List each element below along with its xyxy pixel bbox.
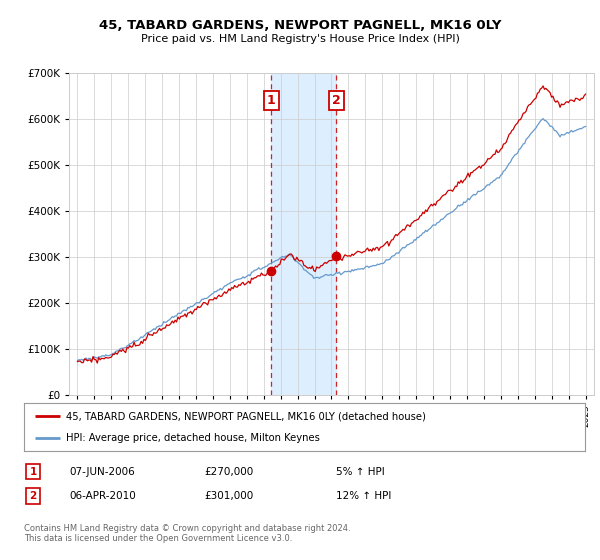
Text: 5% ↑ HPI: 5% ↑ HPI	[336, 466, 385, 477]
Text: £301,000: £301,000	[204, 491, 253, 501]
Text: 2: 2	[29, 491, 37, 501]
Text: 45, TABARD GARDENS, NEWPORT PAGNELL, MK16 0LY: 45, TABARD GARDENS, NEWPORT PAGNELL, MK1…	[99, 20, 501, 32]
Text: 12% ↑ HPI: 12% ↑ HPI	[336, 491, 391, 501]
Bar	[271, 73, 336, 395]
Text: Price paid vs. HM Land Registry's House Price Index (HPI): Price paid vs. HM Land Registry's House …	[140, 34, 460, 44]
Text: 06-APR-2010: 06-APR-2010	[69, 491, 136, 501]
Text: 1: 1	[267, 94, 275, 106]
Text: 07-JUN-2006: 07-JUN-2006	[69, 466, 135, 477]
Text: £270,000: £270,000	[204, 466, 253, 477]
Text: HPI: Average price, detached house, Milton Keynes: HPI: Average price, detached house, Milt…	[66, 433, 320, 443]
Text: Contains HM Land Registry data © Crown copyright and database right 2024.
This d: Contains HM Land Registry data © Crown c…	[24, 524, 350, 543]
Text: 2: 2	[332, 94, 340, 106]
Text: 1: 1	[29, 466, 37, 477]
Text: 45, TABARD GARDENS, NEWPORT PAGNELL, MK16 0LY (detached house): 45, TABARD GARDENS, NEWPORT PAGNELL, MK1…	[66, 411, 426, 421]
